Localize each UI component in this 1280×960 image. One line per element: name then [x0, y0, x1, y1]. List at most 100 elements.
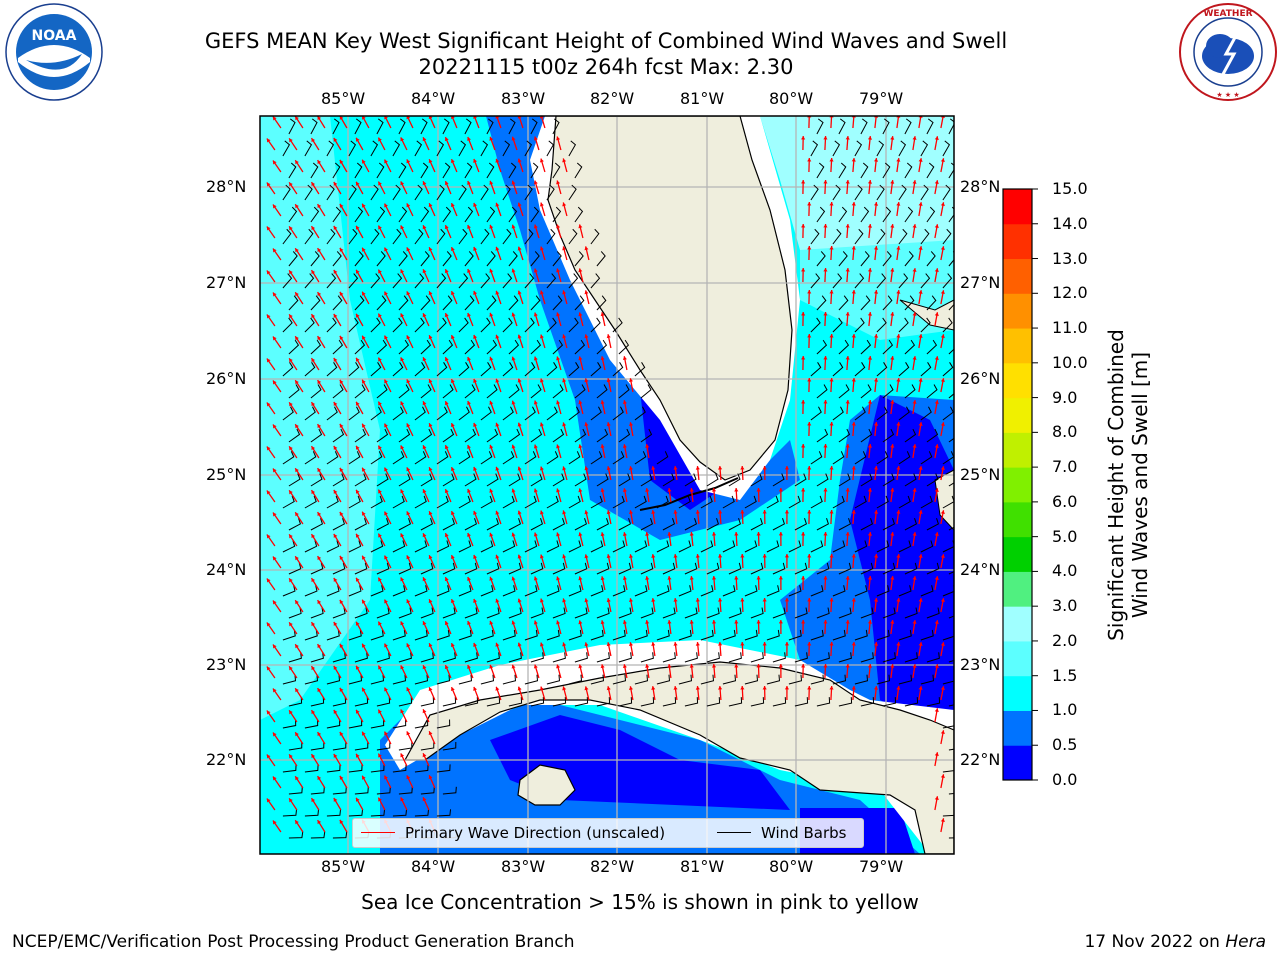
- wind-barb: [772, 562, 786, 575]
- wind-barb: [750, 518, 763, 531]
- wind-barb: [370, 273, 381, 289]
- wave-direction-arrowhead: [918, 686, 923, 690]
- wave-direction-arrowhead: [355, 357, 360, 362]
- wind-barb: [832, 495, 845, 509]
- wind-barbs-swatch: [717, 832, 751, 833]
- wind-barb: [392, 719, 407, 729]
- wave-direction-arrowhead: [317, 556, 322, 561]
- wind-barb: [612, 540, 626, 553]
- wave-direction-arrowhead: [400, 665, 405, 670]
- wind-barb: [750, 652, 764, 663]
- wave-direction-arrowhead: [778, 532, 783, 536]
- colorbar-segment: [1003, 362, 1032, 399]
- wind-barb: [398, 741, 413, 751]
- wind-barb: [898, 629, 912, 641]
- wave-direction-arrowhead: [695, 598, 700, 602]
- wave-direction-arrowhead: [489, 312, 494, 317]
- wave-direction-arrowhead: [912, 620, 917, 624]
- wind-barb: [772, 697, 787, 707]
- wave-direction-arrowhead: [362, 687, 366, 692]
- wind-barb: [838, 295, 849, 311]
- wind-barb: [860, 562, 874, 575]
- wave-direction-arrowhead: [378, 313, 382, 318]
- wave-direction-arrowhead: [422, 137, 427, 142]
- wave-direction-arrowhead: [495, 158, 500, 163]
- wind-barb: [370, 719, 385, 729]
- wind-barb: [656, 540, 670, 553]
- colorbar-segment: [1003, 223, 1032, 260]
- wind-barb: [420, 251, 430, 267]
- wave-direction-arrowhead: [333, 489, 338, 494]
- wind-barb: [788, 495, 801, 509]
- wave-direction-arrowhead: [473, 290, 478, 295]
- wave-direction-arrowhead: [867, 576, 873, 580]
- wave-direction-arrowhead: [450, 247, 455, 252]
- wind-barb: [376, 518, 389, 531]
- wind-barb: [948, 437, 954, 443]
- map-gridlines: [260, 116, 954, 854]
- wind-barb: [656, 495, 669, 509]
- wind-barb: [596, 428, 609, 443]
- wind-barb: [574, 162, 583, 179]
- wind-barb: [898, 317, 909, 333]
- wind-barb: [370, 495, 383, 509]
- wave-direction-arrowhead: [517, 202, 522, 207]
- wind-barb: [354, 473, 367, 487]
- wind-barb: [304, 674, 319, 685]
- wave-direction-arrowhead: [651, 642, 656, 646]
- wave-direction-arrowhead: [606, 598, 611, 603]
- wind-barb: [948, 659, 954, 663]
- wind-barb: [326, 495, 339, 509]
- wind-barb: [370, 184, 379, 201]
- wind-barb: [618, 607, 632, 619]
- wind-barb: [942, 629, 954, 641]
- wave-direction-arrowhead: [362, 643, 366, 648]
- wind-barb: [920, 451, 933, 465]
- wave-direction-arrowhead: [317, 336, 322, 341]
- wave-direction-arrowhead: [362, 555, 366, 560]
- wind-barb: [794, 652, 808, 663]
- wind-barb: [310, 251, 320, 267]
- wind-barb: [304, 406, 316, 421]
- wave-direction-arrowhead: [473, 466, 478, 471]
- wave-direction-arrowhead: [295, 512, 299, 517]
- wave-direction-arrowhead: [489, 136, 494, 141]
- wave-direction-arrowhead: [934, 664, 939, 668]
- wave-direction-arrowhead: [272, 424, 277, 429]
- wind-barb: [678, 540, 692, 553]
- wind-barb: [370, 451, 383, 465]
- wind-barb: [326, 451, 339, 465]
- wind-barb: [370, 317, 381, 333]
- wind-barb: [282, 719, 297, 729]
- wind-barb: [832, 674, 847, 685]
- wave-direction-arrowhead: [874, 202, 879, 206]
- wave-direction-arrowhead: [422, 489, 427, 494]
- wave-direction-arrowhead: [495, 378, 500, 383]
- lon-label-bottom: 81°W: [680, 857, 725, 876]
- wind-barb: [436, 140, 445, 157]
- wave-direction-arrowhead: [874, 290, 879, 294]
- wind-barb: [354, 697, 369, 707]
- wind-barb: [414, 629, 428, 641]
- wave-direction-arrowhead: [444, 621, 449, 626]
- wave-direction-arrowhead: [266, 226, 271, 231]
- wave-direction-arrowhead: [918, 158, 923, 162]
- wind-barb: [546, 228, 556, 245]
- wave-direction-arrowhead: [890, 268, 895, 272]
- wind-barb: [458, 228, 468, 245]
- wave-direction-arrowhead: [289, 270, 293, 275]
- wave-direction-arrowhead: [311, 358, 316, 363]
- wave-direction-arrowhead: [378, 181, 382, 186]
- wind-barb: [486, 518, 499, 531]
- wind-barb: [288, 473, 301, 487]
- wind-barb: [640, 607, 654, 619]
- wind-barb: [420, 473, 433, 487]
- wave-direction-arrowhead: [311, 138, 316, 143]
- wave-direction-arrowhead: [556, 312, 561, 317]
- wave-direction-arrowhead: [444, 269, 449, 274]
- wave-direction-arrowhead: [333, 137, 338, 142]
- wave-direction-arrowhead: [807, 510, 812, 514]
- wind-barb: [398, 251, 408, 267]
- wind-barb: [414, 495, 427, 509]
- wind-barb: [486, 607, 500, 619]
